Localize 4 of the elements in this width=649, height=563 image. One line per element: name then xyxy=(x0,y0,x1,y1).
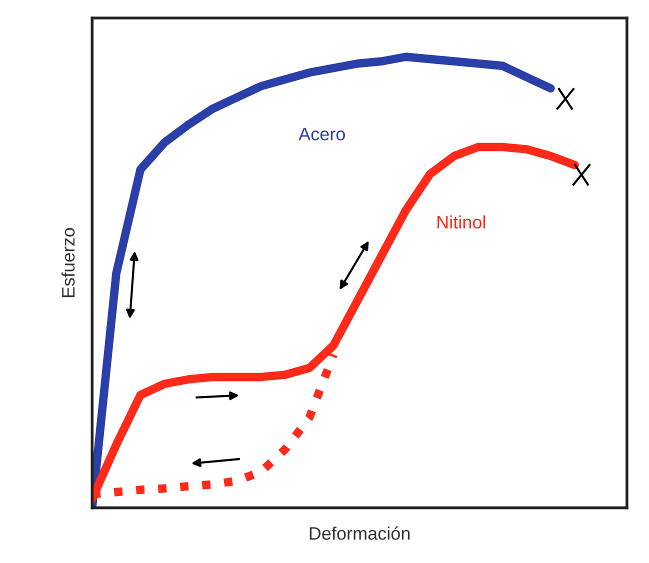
series-label: Nitinol xyxy=(438,215,486,229)
y-axis-title: Esfuerzo xyxy=(61,228,75,298)
x-axis-title: Deformación xyxy=(310,526,410,540)
text: Acero xyxy=(298,128,345,140)
